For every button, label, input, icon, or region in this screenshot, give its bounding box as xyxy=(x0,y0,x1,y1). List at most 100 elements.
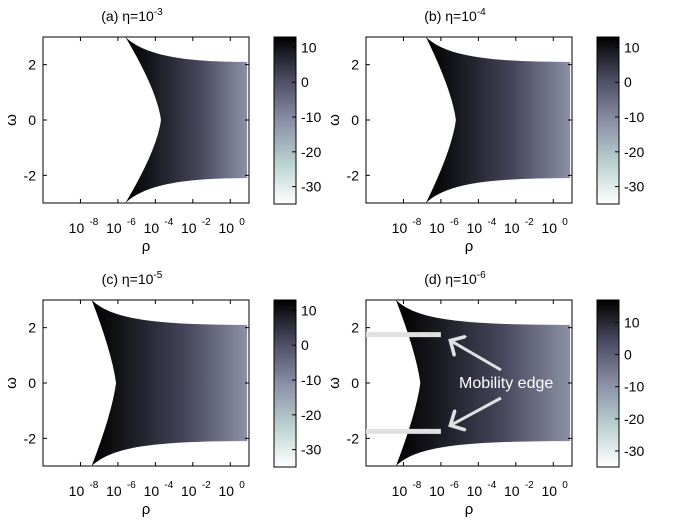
x-tick-label: 10 xyxy=(392,483,408,499)
x-tick-label: 10 xyxy=(504,483,520,499)
colorbar-tick-label: 10 xyxy=(624,39,640,55)
x-tick-label: 10 xyxy=(69,220,85,236)
heatmap-region xyxy=(425,37,571,203)
y-axis-label: ω xyxy=(326,114,343,126)
x-tick-label-exponent: -4 xyxy=(487,217,496,228)
y-tick-label: 2 xyxy=(28,57,36,73)
x-tick-label-exponent: -8 xyxy=(412,217,421,228)
colorbar-tick-label: -20 xyxy=(301,407,321,423)
y-tick-label: 0 xyxy=(351,375,359,391)
panel-title: (c) η=10-5 xyxy=(102,270,163,287)
x-tick-label: 10 xyxy=(69,483,85,499)
y-tick-label: 0 xyxy=(28,375,36,391)
x-tick-label-exponent: -8 xyxy=(89,480,98,491)
x-tick-label-exponent: -6 xyxy=(127,480,136,491)
x-tick-label-exponent: -6 xyxy=(450,480,459,491)
y-axis-label: ω xyxy=(326,377,343,389)
x-axis-label: ρ xyxy=(142,238,151,255)
x-tick-label-exponent: -4 xyxy=(487,480,496,491)
colorbar-tick-label: -10 xyxy=(624,379,644,395)
panel-d: 2 0 -2 10 -8 10 -6 10 -4 10 -2 10 0 ρ ω (d) η=10-6 10 0 -1… xyxy=(326,270,644,518)
x-tick-label: 10 xyxy=(181,483,197,499)
x-tick-label-exponent: -4 xyxy=(164,217,173,228)
colorbar-tick-label: 10 xyxy=(624,314,640,330)
colorbar xyxy=(273,299,297,468)
y-tick-label: -2 xyxy=(24,167,37,183)
x-axis-label: ρ xyxy=(465,238,474,255)
x-axis-label: ρ xyxy=(142,501,151,518)
x-tick-label-exponent: -2 xyxy=(525,480,534,491)
heatmap-region xyxy=(91,300,248,466)
mobility-edge-arrow xyxy=(450,341,502,372)
x-tick-label-exponent: 0 xyxy=(239,480,245,491)
panel-title: (a) η=10-3 xyxy=(101,7,163,24)
x-tick-label: 10 xyxy=(429,220,445,236)
mobility-edge-arrow xyxy=(450,396,502,425)
y-tick-label: -2 xyxy=(347,430,360,446)
x-tick-label-exponent: -8 xyxy=(89,217,98,228)
colorbar-tick-label: -30 xyxy=(301,179,321,195)
heatmap-region xyxy=(395,300,571,466)
x-tick-label-exponent: -8 xyxy=(412,480,421,491)
y-tick-label: 2 xyxy=(351,57,359,73)
heatmap-region xyxy=(125,37,248,203)
x-tick-label: 10 xyxy=(467,483,483,499)
colorbar-tick-label: 0 xyxy=(301,74,309,90)
x-tick-label: 10 xyxy=(144,220,160,236)
x-tick-label-exponent: 0 xyxy=(562,480,568,491)
colorbar-tick-label: 0 xyxy=(624,74,632,90)
x-tick-label: 10 xyxy=(218,483,234,499)
colorbar-tick-label: -10 xyxy=(301,372,321,388)
panel-title: (b) η=10-4 xyxy=(424,7,486,24)
y-tick-label: 0 xyxy=(28,112,36,128)
colorbar-tick-label: 0 xyxy=(624,347,632,363)
colorbar-tick-label: -20 xyxy=(301,144,321,160)
panel-title: (d) η=10-6 xyxy=(424,270,486,287)
x-tick-label: 10 xyxy=(504,220,520,236)
colorbar-tick-label: 10 xyxy=(301,302,317,318)
colorbar-tick-label: 10 xyxy=(301,39,317,55)
panel-c: 2 0 -2 10 -8 10 -6 10 -4 10 -2 10 0 ρ ω (c) η=10-5 10 0 -1… xyxy=(3,270,321,518)
x-tick-label-exponent: -4 xyxy=(164,480,173,491)
x-tick-label: 10 xyxy=(144,483,160,499)
x-tick-label-exponent: -2 xyxy=(525,217,534,228)
mobility-edge-label: Mobility edge xyxy=(459,375,553,392)
colorbar xyxy=(596,36,620,205)
x-tick-label: 10 xyxy=(106,220,122,236)
y-tick-label: -2 xyxy=(24,430,37,446)
y-tick-label: 2 xyxy=(351,320,359,336)
panel-b: 2 0 -2 10 -8 10 -6 10 -4 10 -2 10 0 ρ ω (b) η=10-4 10 0 -1… xyxy=(326,7,644,255)
x-tick-label: 10 xyxy=(467,220,483,236)
x-tick-label-exponent: -6 xyxy=(450,217,459,228)
x-tick-label-exponent: 0 xyxy=(562,217,568,228)
x-axis-label: ρ xyxy=(465,501,474,518)
colorbar-tick-label: -10 xyxy=(301,109,321,125)
x-tick-label: 10 xyxy=(181,220,197,236)
x-tick-label-exponent: -2 xyxy=(202,480,211,491)
x-tick-label: 10 xyxy=(392,220,408,236)
x-tick-label-exponent: -2 xyxy=(202,217,211,228)
y-tick-label: 0 xyxy=(351,112,359,128)
colorbar-tick-label: -30 xyxy=(624,443,644,459)
x-tick-label-exponent: -6 xyxy=(127,217,136,228)
x-tick-label: 10 xyxy=(429,483,445,499)
y-axis-label: ω xyxy=(3,114,20,126)
y-tick-label: -2 xyxy=(347,167,360,183)
colorbar-tick-label: -30 xyxy=(624,179,644,195)
x-tick-label: 10 xyxy=(218,220,234,236)
y-tick-label: 2 xyxy=(28,320,36,336)
x-tick-label: 10 xyxy=(541,220,557,236)
x-tick-label: 10 xyxy=(541,483,557,499)
colorbar-tick-label: -10 xyxy=(624,109,644,125)
colorbar xyxy=(273,36,297,205)
panel-a: 2 0 -2 10 -8 10 -6 10 -4 10 -2 10 0 ρ ω (a) η=10-3 10 0 -1… xyxy=(3,7,321,255)
colorbar-tick-label: 0 xyxy=(301,337,309,353)
x-tick-label-exponent: 0 xyxy=(239,217,245,228)
colorbar xyxy=(596,299,620,468)
colorbar-tick-label: -20 xyxy=(624,411,644,427)
colorbar-tick-label: -20 xyxy=(624,144,644,160)
y-axis-label: ω xyxy=(3,377,20,389)
colorbar-tick-label: -30 xyxy=(301,442,321,458)
x-tick-label: 10 xyxy=(106,483,122,499)
